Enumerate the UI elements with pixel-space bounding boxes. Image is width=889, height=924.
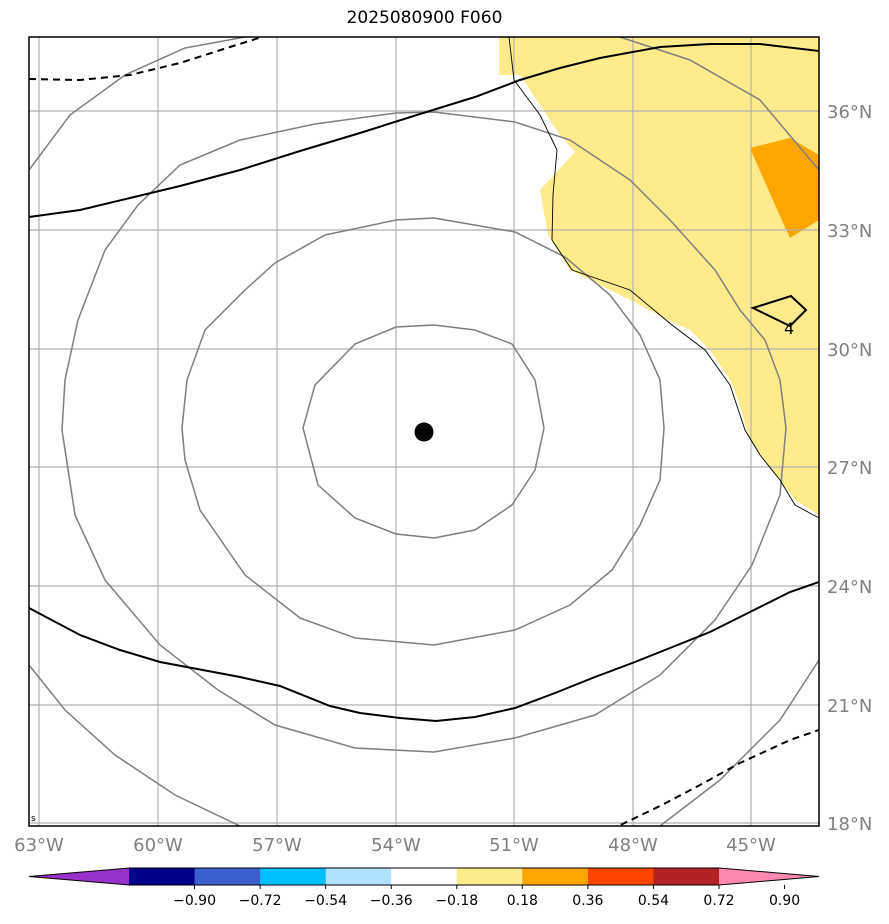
lat-label: 30°N bbox=[827, 340, 872, 361]
colorbar-tick-label: 0.18 bbox=[507, 893, 538, 909]
orange-shading bbox=[750, 138, 819, 238]
corner-mark: s bbox=[31, 814, 36, 824]
colorbar-segment bbox=[325, 868, 392, 885]
colorbar-tick-label: −0.72 bbox=[239, 893, 282, 909]
colorbar-outline bbox=[28, 867, 820, 886]
colorbar-extend-high bbox=[719, 868, 819, 885]
dashed-contour-north bbox=[29, 37, 263, 82]
colorbar-segment bbox=[391, 868, 458, 885]
solid-contour-north bbox=[29, 43, 819, 218]
graticule bbox=[29, 37, 819, 826]
contour-label: 4 bbox=[784, 319, 794, 338]
lat-label: 36°N bbox=[827, 102, 872, 123]
gray-contours bbox=[29, 37, 819, 826]
colorbar-segment bbox=[522, 868, 589, 885]
colorbar-segment bbox=[129, 868, 196, 885]
lon-label: 63°W bbox=[14, 835, 64, 856]
colorbar: −0.90 −0.72 −0.54 −0.36 −0.18 0.18 0.36 0.54 0.7… bbox=[28, 867, 820, 909]
lon-label: 51°W bbox=[489, 835, 539, 856]
colorbar-tick-label: −0.36 bbox=[370, 893, 413, 909]
black-contours bbox=[29, 37, 819, 826]
colorbar-tick-label: 0.36 bbox=[572, 893, 603, 909]
contour-ring-2 bbox=[181, 217, 665, 646]
colorbar-tick-label: 0.72 bbox=[703, 893, 734, 909]
contour-ring-3 bbox=[61, 111, 787, 753]
contour-ring-4d bbox=[29, 664, 241, 826]
colorbar-tick-label: −0.54 bbox=[304, 893, 347, 909]
lon-label: 45°W bbox=[726, 835, 776, 856]
colorbar-tick-label: −0.18 bbox=[435, 893, 478, 909]
light-yellow-shading bbox=[499, 37, 819, 515]
lon-label: 57°W bbox=[252, 835, 302, 856]
longitude-labels: 63°W 60°W 57°W 54°W 51°W 48°W 45°W bbox=[14, 835, 776, 856]
contour-ring-1 bbox=[302, 324, 545, 539]
dashed-contour-south bbox=[616, 729, 819, 826]
latitude-labels: 36°N 33°N 30°N 27°N 24°N 21°N 18°N bbox=[827, 102, 872, 835]
colorbar-segment bbox=[456, 868, 523, 885]
map-plot-area: 4 s bbox=[29, 37, 819, 826]
lat-label: 18°N bbox=[827, 814, 872, 835]
lat-label: 33°N bbox=[827, 221, 872, 242]
storm-center-marker bbox=[414, 422, 434, 442]
map-title: 2025080900 F060 bbox=[346, 8, 503, 28]
solid-contour-south bbox=[29, 581, 819, 723]
colorbar-segment bbox=[653, 868, 720, 885]
lat-label: 24°N bbox=[827, 577, 872, 598]
colorbar-segment bbox=[260, 868, 327, 885]
colorbar-segment bbox=[587, 868, 654, 885]
colorbar-tick-label: −0.90 bbox=[173, 893, 216, 909]
lon-label: 60°W bbox=[133, 835, 183, 856]
lon-label: 48°W bbox=[608, 835, 658, 856]
contour-ring-4 bbox=[29, 37, 246, 171]
coastline bbox=[508, 37, 819, 519]
colorbar-segment bbox=[194, 868, 261, 885]
colorbar-extend-low bbox=[29, 868, 129, 885]
plot-frame bbox=[28, 36, 820, 827]
contour-ring-4c bbox=[659, 659, 819, 826]
colorbar-tick-label: 0.90 bbox=[769, 893, 800, 909]
lat-label: 21°N bbox=[827, 696, 872, 717]
colorbar-tick-label: 0.54 bbox=[638, 893, 669, 909]
lat-label: 27°N bbox=[827, 458, 872, 479]
closed-contour-4 bbox=[750, 294, 808, 328]
lon-label: 54°W bbox=[371, 835, 421, 856]
